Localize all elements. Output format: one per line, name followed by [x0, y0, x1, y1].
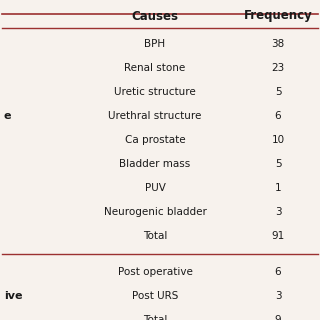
- Text: BPH: BPH: [144, 39, 165, 49]
- Text: Post operative: Post operative: [117, 267, 192, 277]
- Text: 10: 10: [271, 135, 284, 145]
- Text: Total: Total: [143, 315, 167, 320]
- Text: Urethral structure: Urethral structure: [108, 111, 202, 121]
- Text: 23: 23: [271, 63, 284, 73]
- Text: Bladder mass: Bladder mass: [119, 159, 191, 169]
- Text: 6: 6: [275, 267, 281, 277]
- Text: Ca prostate: Ca prostate: [125, 135, 185, 145]
- Text: Total: Total: [143, 231, 167, 241]
- Text: Causes: Causes: [132, 10, 179, 22]
- Text: ive: ive: [4, 291, 22, 301]
- Text: 5: 5: [275, 87, 281, 97]
- Text: Uretic structure: Uretic structure: [114, 87, 196, 97]
- Text: Frequency: Frequency: [244, 10, 312, 22]
- Text: 6: 6: [275, 111, 281, 121]
- Text: Neurogenic bladder: Neurogenic bladder: [104, 207, 206, 217]
- Text: Renal stone: Renal stone: [124, 63, 186, 73]
- Text: 9: 9: [275, 315, 281, 320]
- Text: 3: 3: [275, 207, 281, 217]
- Text: 91: 91: [271, 231, 284, 241]
- Text: 1: 1: [275, 183, 281, 193]
- Text: 38: 38: [271, 39, 284, 49]
- Text: Post URS: Post URS: [132, 291, 178, 301]
- Text: 5: 5: [275, 159, 281, 169]
- Text: e: e: [4, 111, 12, 121]
- Text: 3: 3: [275, 291, 281, 301]
- Text: PUV: PUV: [145, 183, 165, 193]
